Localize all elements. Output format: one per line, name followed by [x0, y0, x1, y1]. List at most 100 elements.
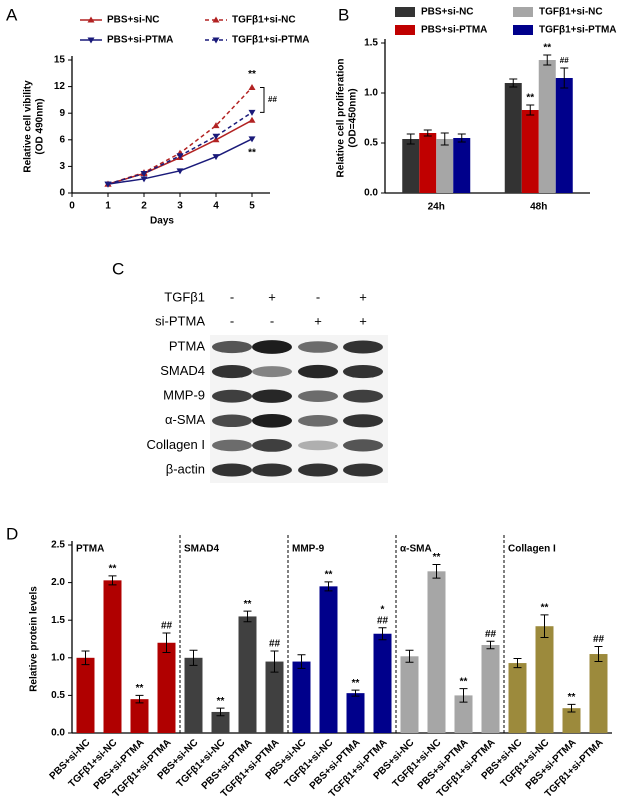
blot-band [343, 414, 383, 428]
error-bar [440, 132, 449, 146]
annotation: ** [136, 683, 144, 694]
blot-band [212, 389, 252, 403]
bar [454, 695, 473, 733]
annotation: ** [109, 563, 117, 574]
error-bar [526, 104, 535, 116]
legend-label: PBS+si-NC [107, 15, 160, 26]
y-axis-label: Relative cell proliferation [336, 59, 347, 178]
annotation: ## [485, 629, 497, 640]
blot-band [252, 340, 292, 354]
annotation: ** [325, 569, 333, 580]
panel-label: B [338, 5, 349, 24]
legend-marker [212, 16, 220, 23]
bar [292, 661, 311, 733]
legend-label: TGFβ1+si-PTMA [539, 25, 617, 36]
y-axis-label: Relative cell vibility [23, 80, 34, 173]
annotation: ** [460, 676, 468, 687]
error-bar [423, 129, 432, 137]
condition-sign: - [270, 313, 274, 328]
error-bar [216, 707, 225, 717]
bar [504, 83, 522, 193]
y-tick-label: 0.5 [51, 690, 65, 701]
legend-label: TGFβ1+si-NC [232, 15, 296, 26]
y-tick-label: 0.0 [364, 188, 378, 199]
bar [402, 139, 420, 193]
legend-swatch [395, 25, 415, 35]
y-tick-label: 15 [54, 55, 66, 66]
annotation: ** [568, 692, 576, 703]
error-bar [406, 133, 415, 145]
legend-label: TGFβ1+si-PTMA [232, 35, 310, 46]
blot-band [212, 439, 252, 452]
error-bar [270, 650, 279, 673]
panel-label: C [112, 259, 124, 278]
bar [265, 661, 284, 733]
legend-swatch [513, 7, 533, 17]
annotation: ** [217, 696, 225, 707]
row-label: PTMA [169, 338, 205, 353]
annotation: ** [541, 603, 549, 614]
blot-band [252, 366, 292, 378]
blot-background [210, 335, 388, 483]
condition-sign: + [314, 313, 322, 328]
y-tick-label: 9 [59, 108, 65, 119]
x-tick-label: 4 [213, 201, 219, 212]
row-label: β-actin [166, 461, 205, 476]
blot-band [343, 463, 383, 477]
bar [184, 657, 203, 733]
y-tick-label: 12 [54, 81, 66, 92]
legend-label: PBS+si-PTMA [107, 35, 173, 46]
panel-title: SMAD4 [184, 544, 219, 555]
marker [140, 176, 148, 183]
error-bar [513, 658, 522, 669]
condition-sign: + [268, 289, 276, 304]
blot-band [212, 463, 252, 477]
x-tick-label: 0 [69, 201, 75, 212]
bar [436, 139, 454, 193]
bar [76, 657, 95, 733]
y-axis-label: (OD=450nm) [348, 88, 359, 147]
bar [453, 138, 471, 193]
marker [248, 136, 256, 143]
row-label: MMP-9 [163, 388, 205, 403]
condition-sign: - [230, 289, 234, 304]
error-bar [432, 564, 441, 579]
marker [248, 83, 256, 90]
annotation: ** [352, 678, 360, 689]
condition-sign: + [359, 289, 367, 304]
legend-marker [87, 16, 95, 23]
error-bar [81, 650, 90, 666]
blot-band [298, 463, 338, 477]
blot-band [298, 364, 338, 379]
error-bar [594, 646, 603, 663]
blot-band [343, 365, 383, 379]
x-tick-label: 5 [249, 201, 255, 212]
x-tick-label: 1 [105, 201, 111, 212]
annotation: ## [593, 634, 605, 645]
annotation: ## [269, 639, 281, 650]
y-tick-label: 2.5 [51, 540, 65, 551]
annotation: ## [560, 56, 569, 65]
bar [508, 663, 527, 733]
error-bar [543, 54, 552, 66]
row-label: α-SMA [165, 412, 205, 427]
blot-band [298, 440, 338, 451]
panel-label: D [6, 524, 18, 543]
error-bar [560, 67, 569, 89]
annotation: ## [161, 621, 173, 632]
error-bar [486, 640, 495, 650]
panel-title: PTMA [76, 544, 104, 555]
error-bar [243, 610, 252, 623]
error-bar [378, 627, 387, 641]
error-bar [405, 649, 414, 663]
x-tick-label: 2 [141, 201, 147, 212]
marker [212, 122, 220, 129]
bar [346, 693, 365, 733]
error-bar [351, 689, 360, 697]
y-axis-label: (OD 490nm) [35, 98, 46, 154]
blot-band [343, 340, 383, 354]
annotation: ## [377, 615, 389, 626]
legend-label: TGFβ1+si-NC [539, 7, 603, 18]
legend-swatch [395, 7, 415, 17]
